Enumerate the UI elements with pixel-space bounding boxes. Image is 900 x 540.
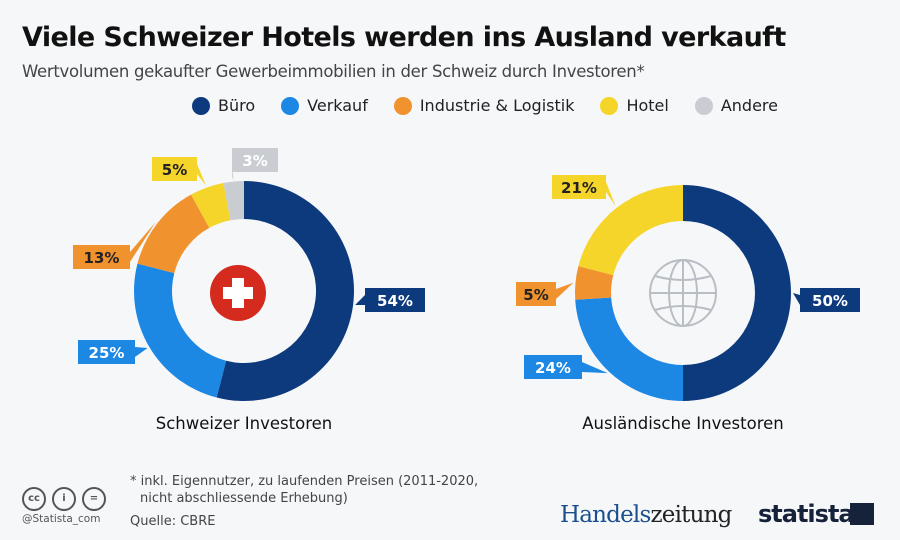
- cc-license-icon: cc: [22, 487, 46, 511]
- data-label-pointer: [232, 167, 234, 180]
- data-label: 25%: [89, 344, 125, 362]
- handelszeitung-logo: Handelszeitung: [560, 502, 732, 528]
- data-label-box: [232, 148, 278, 172]
- data-label-box: [78, 340, 135, 364]
- legend-label: Büro: [218, 96, 256, 115]
- legend-label: Verkauf: [307, 96, 368, 115]
- data-label-box: [524, 355, 582, 379]
- data-label: 21%: [561, 179, 597, 197]
- statista-logo-icon: [850, 503, 874, 525]
- swiss-cross-horizontal: [223, 287, 253, 299]
- data-label-pointer: [130, 222, 156, 262]
- legend-swatch: [192, 96, 210, 115]
- legend-item: Verkauf: [281, 96, 368, 115]
- data-label-box: [152, 157, 197, 181]
- cc-by-icon: i: [52, 487, 76, 511]
- data-label: 5%: [162, 161, 187, 179]
- logo-part-a: Handels: [560, 502, 651, 528]
- donut-slice: [191, 182, 231, 228]
- legend-swatch: [694, 96, 713, 115]
- data-label: 3%: [242, 152, 267, 170]
- donut-slice: [133, 263, 227, 398]
- chart-label-swiss: Schweizer Investoren: [155, 414, 333, 433]
- legend-item: Andere: [694, 96, 778, 115]
- globe-parallel: [654, 275, 712, 281]
- data-label-box: [516, 282, 556, 306]
- cc-nd-icon: =: [82, 487, 106, 511]
- data-label: 50%: [812, 292, 848, 310]
- donut-slice: [575, 266, 614, 300]
- data-label: 5%: [523, 286, 548, 304]
- legend-swatch: [393, 96, 412, 115]
- donut-slice: [575, 297, 683, 401]
- data-label-pointer: [582, 362, 608, 374]
- data-label-box: [552, 175, 606, 199]
- data-label-pointer: [606, 182, 616, 207]
- donut-slice: [578, 185, 683, 276]
- data-label-pointer: [556, 282, 574, 299]
- source: Quelle: CBRE: [130, 514, 216, 529]
- logo-part-b: zeitung: [650, 502, 732, 528]
- statista-logo: statista: [758, 500, 855, 528]
- legend-swatch: [281, 96, 300, 115]
- footnote-line1: * inkl. Eigennutzer, zu laufenden Preise…: [130, 474, 479, 489]
- chart-label-foreign: Ausländische Investoren: [582, 414, 784, 433]
- data-label: 13%: [84, 249, 120, 267]
- data-label-box: [365, 288, 425, 312]
- data-label-pointer: [793, 293, 800, 305]
- data-label: 24%: [535, 359, 571, 377]
- data-label-box: [73, 245, 130, 269]
- statista-handle: @Statista_com: [22, 513, 101, 525]
- globe-parallel: [654, 305, 712, 311]
- data-label-box: [800, 288, 860, 312]
- data-label-pointer: [135, 347, 148, 357]
- legend-label: Industrie & Logistik: [419, 96, 575, 115]
- legend: Büro Verkauf Industrie & Logistik Hotel Ande…: [0, 96, 900, 115]
- donut-slice: [137, 194, 210, 274]
- chart-title: Viele Schweizer Hotels werden ins Auslan…: [22, 22, 786, 53]
- legend-label: Andere: [720, 96, 778, 115]
- data-label: 54%: [377, 292, 413, 310]
- legend-swatch: [600, 96, 619, 115]
- donut-slice: [216, 181, 354, 401]
- legend-label: Hotel: [626, 96, 669, 115]
- footnote-line2: nicht abschliessende Erhebung): [140, 491, 348, 506]
- legend-item: Hotel: [600, 96, 669, 115]
- donut-slice: [223, 181, 244, 221]
- legend-item: Industrie & Logistik: [393, 96, 575, 115]
- legend-item: Büro: [192, 96, 255, 115]
- chart-subtitle: Wertvolumen gekaufter Gewerbeimmobilien …: [22, 62, 645, 81]
- data-label-pointer: [197, 164, 207, 186]
- donut-slice: [683, 185, 791, 401]
- data-label-pointer: [355, 295, 365, 306]
